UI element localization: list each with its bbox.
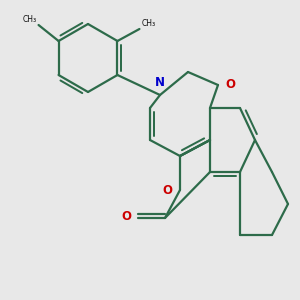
Text: N: N [155,76,165,89]
Text: O: O [225,77,235,91]
Text: CH₃: CH₃ [22,15,37,24]
Text: O: O [162,184,172,196]
Text: CH₃: CH₃ [141,19,156,28]
Text: O: O [121,211,131,224]
